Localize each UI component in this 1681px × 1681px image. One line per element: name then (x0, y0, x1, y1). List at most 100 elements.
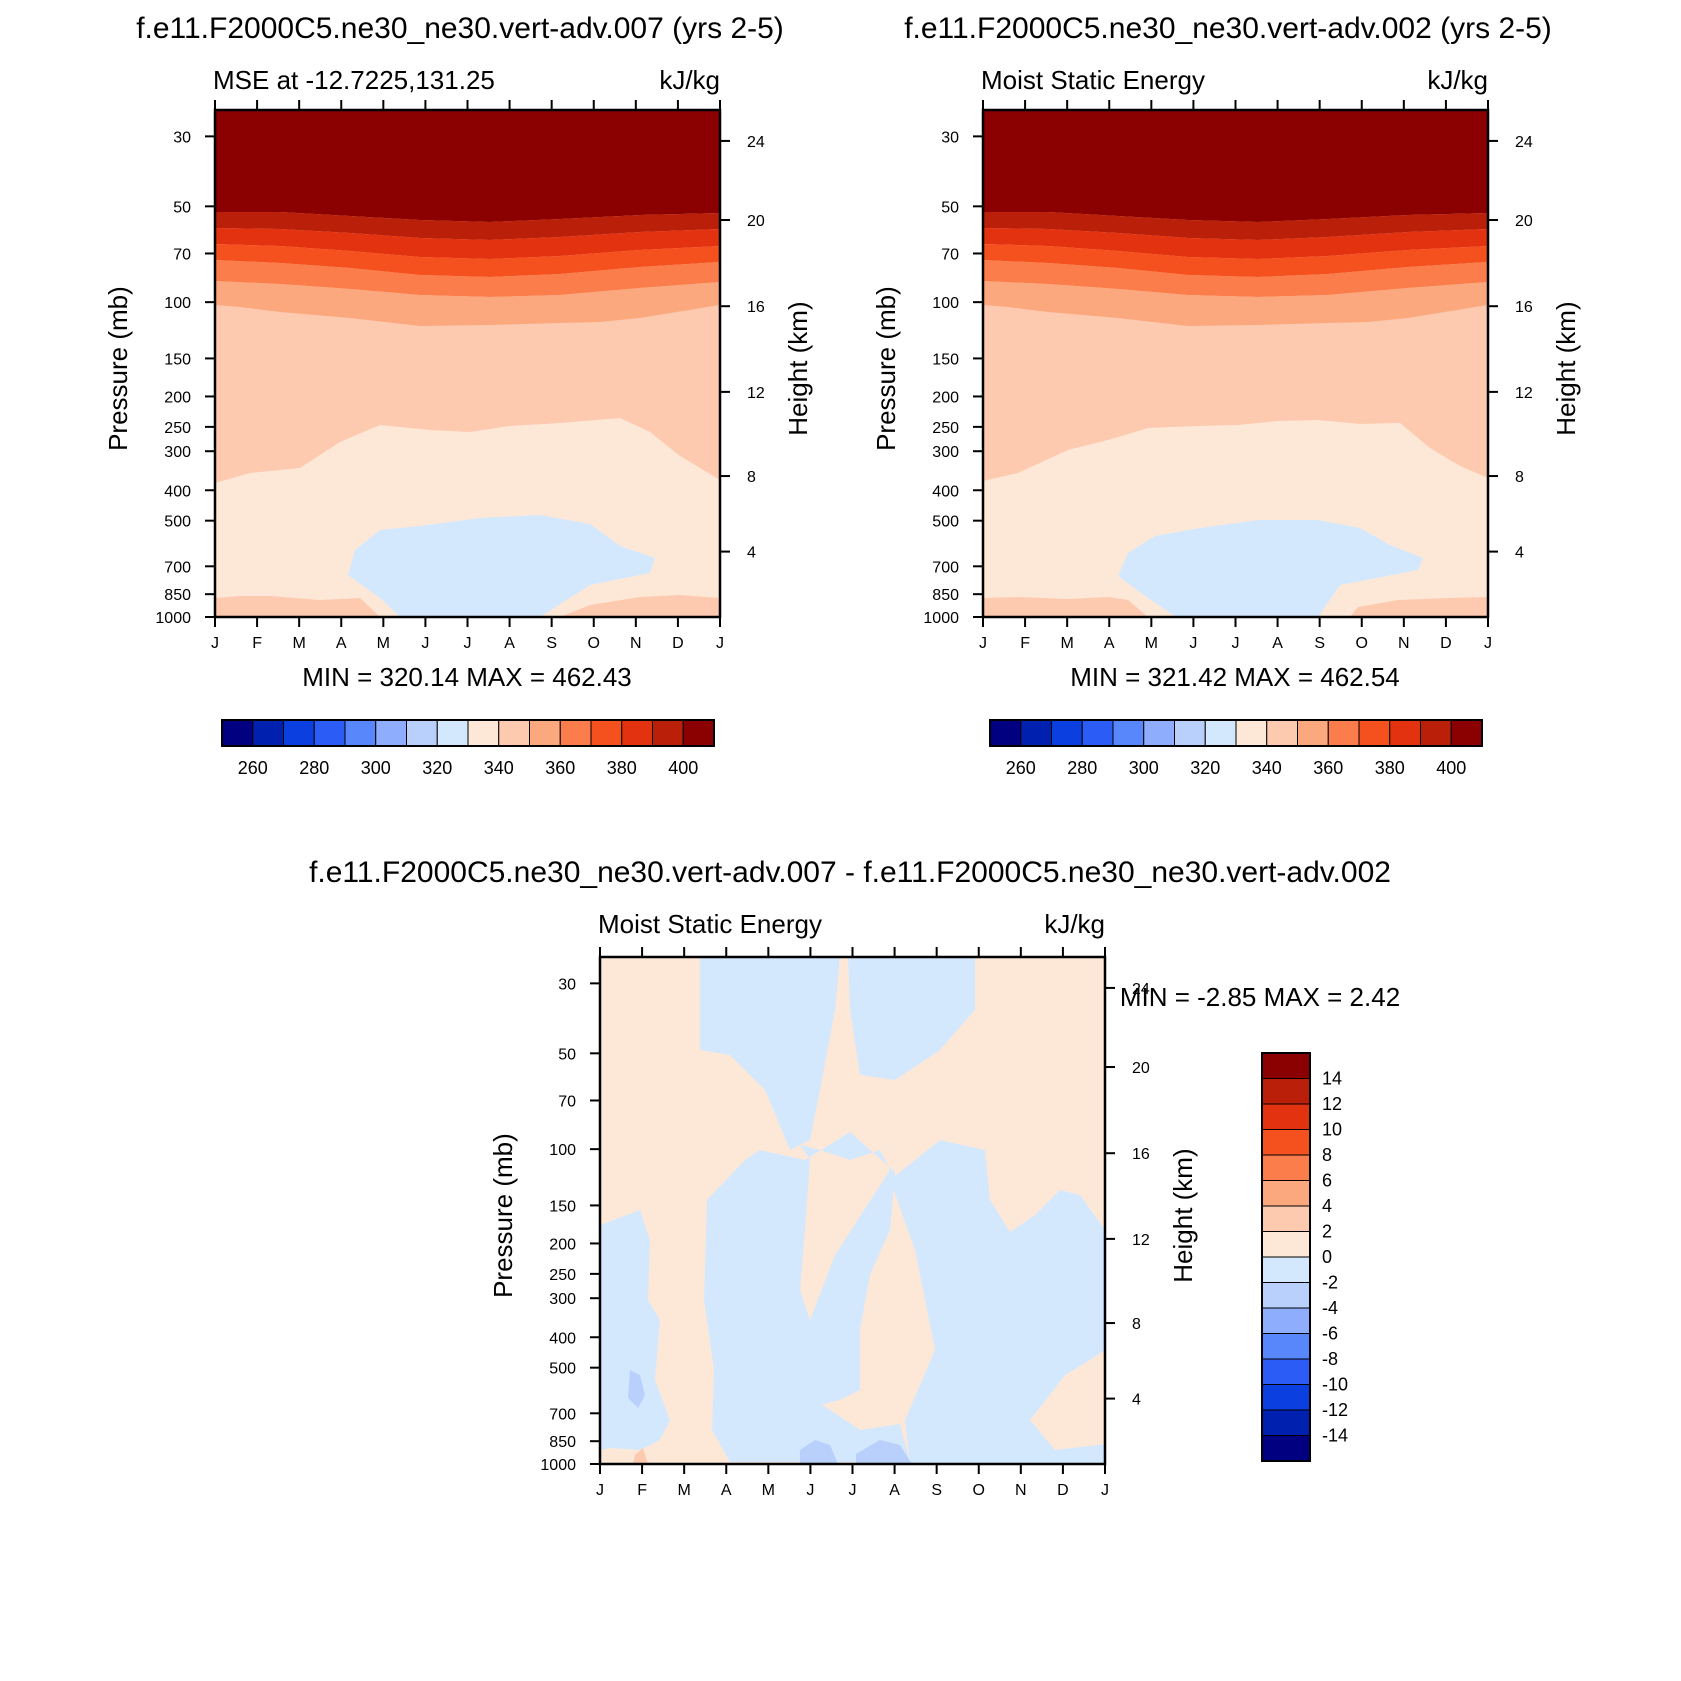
colorbar-swatch (1204, 719, 1237, 747)
colorbar-swatch (1261, 1103, 1311, 1130)
panel-2-band-390-400 (983, 212, 1488, 240)
x-tick-label: M (377, 635, 390, 652)
panel-1-colorbar: 260 280 300 320 340 360 380 400 (221, 719, 715, 778)
colorbar-swatch (1261, 1333, 1311, 1360)
colorbar-frame (1261, 1052, 1311, 1462)
colorbar-label: 380 (607, 758, 637, 778)
colorbar-swatch (1261, 1409, 1311, 1436)
panel-2-ylabel: Pressure (mb) (871, 286, 901, 451)
y-right-tick-label: 20 (1515, 213, 1533, 230)
panel-2-axes: J F M A M J J A S O N D J 30 50 70 100 150 200 250 300 400 500… (871, 100, 1581, 652)
x-tick-label: J (211, 635, 219, 652)
colorbar-label: -10 (1322, 1375, 1348, 1395)
y-tick-label: 70 (941, 246, 959, 263)
colorbar-swatch (375, 719, 407, 747)
x-tick-label: J (464, 635, 472, 652)
y-tick-label: 50 (173, 199, 191, 216)
y-tick-label: 850 (164, 587, 191, 604)
y-right-tick-label: 16 (747, 299, 765, 316)
colorbar-swatch (1020, 719, 1052, 747)
panel-1-band-360-370 (215, 260, 720, 297)
colorbar-label: 320 (422, 758, 452, 778)
y-tick-label: 1000 (540, 1457, 576, 1474)
y-tick-label: 30 (558, 976, 576, 993)
x-tick-label: J (806, 1482, 814, 1499)
panel-3-axes: J F M A M J J A S O N D J 30 50 70 100 150 200 250 300 400 500… (488, 947, 1198, 1499)
colorbar-swatch (1261, 1205, 1311, 1232)
panel-2-ylabel-right: Height (km) (1551, 301, 1581, 435)
y-tick-label: 1000 (155, 610, 191, 627)
colorbar-swatch (221, 719, 254, 747)
y-right-tick-label: 12 (1132, 1232, 1150, 1249)
colorbar-swatch (989, 719, 1022, 747)
panel-3-neg-region-center (704, 1132, 910, 1462)
colorbar-swatch (1261, 1129, 1311, 1156)
panel-2: f.e11.F2000C5.ne30_ne30.vert-adv.002 (yr… (871, 12, 1581, 778)
panel-3-subtitle: Moist Static Energy (598, 909, 822, 939)
y-tick-label: 250 (164, 420, 191, 437)
y-right-tick-label: 16 (1132, 1146, 1150, 1163)
x-tick-label: A (889, 1482, 900, 1499)
panel-2-band-380-390 (983, 228, 1488, 259)
x-tick-label: J (849, 1482, 857, 1499)
panel-1-title: f.e11.F2000C5.ne30_ne30.vert-adv.007 (yr… (136, 12, 784, 45)
x-tick-label: M (1145, 635, 1158, 652)
colorbar-swatch (1358, 719, 1391, 747)
colorbar-swatch (1389, 719, 1421, 747)
x-tick-label: S (546, 635, 557, 652)
y-right-tick-label: 8 (1515, 469, 1524, 486)
panel-1-plot-area (215, 110, 720, 617)
y-tick-label: 100 (549, 1142, 576, 1159)
y-right-tick-label: 4 (1132, 1392, 1141, 1409)
x-tick-label: M (678, 1482, 691, 1499)
panel-3-ylabel: Pressure (mb) (488, 1133, 518, 1298)
panel-1-ylabel-right: Height (km) (783, 301, 813, 435)
x-tick-label: A (504, 635, 515, 652)
panel-2-band-360-370 (983, 260, 1488, 297)
y-tick-label: 850 (549, 1434, 576, 1451)
x-tick-label: J (716, 635, 724, 652)
panel-3-plot-area (600, 957, 1105, 1464)
colorbar-swatch (1450, 719, 1483, 747)
y-tick-label: 50 (941, 199, 959, 216)
x-tick-label: A (336, 635, 347, 652)
colorbar-frame (989, 719, 1483, 747)
colorbar-swatch (1266, 719, 1298, 747)
panel-1-band-380-390 (215, 228, 720, 259)
panel-3-colorbar: 14 12 10 8 6 4 2 0 -2 -4 -6 -8 -10 -12 -14 (1261, 1052, 1348, 1462)
y-tick-label: 70 (173, 246, 191, 263)
x-tick-label: J (596, 1482, 604, 1499)
y-tick-label: 30 (941, 129, 959, 146)
panel-1-ylabel: Pressure (mb) (103, 286, 133, 451)
colorbar-swatch (621, 719, 653, 747)
colorbar-label: 340 (484, 758, 514, 778)
panel-2-band-320-330 (1118, 520, 1423, 617)
colorbar-label: 0 (1322, 1247, 1332, 1267)
colorbar-label: -6 (1322, 1324, 1338, 1344)
panel-3-neg-spot-2-4-a (628, 1370, 645, 1408)
colorbar-swatch (1261, 1078, 1311, 1105)
colorbar-swatch (1261, 1180, 1311, 1207)
colorbar-swatch (1420, 719, 1452, 747)
colorbar-label: -14 (1322, 1426, 1348, 1446)
y-tick-label: 400 (932, 483, 959, 500)
colorbar-swatch (1174, 719, 1206, 747)
colorbar-label: 14 (1322, 1069, 1342, 1089)
x-tick-label: S (931, 1482, 942, 1499)
x-tick-label: J (1101, 1482, 1109, 1499)
colorbar-swatch (1261, 1358, 1311, 1385)
y-tick-label: 400 (549, 1330, 576, 1347)
colorbar-swatch (1261, 1435, 1311, 1462)
panel-3-ylabel-right: Height (km) (1168, 1148, 1198, 1282)
x-tick-label: D (1057, 1482, 1069, 1499)
colorbar-swatch (1261, 1384, 1311, 1411)
y-tick-label: 1000 (923, 610, 959, 627)
x-tick-label: A (721, 1482, 732, 1499)
y-tick-label: 400 (164, 483, 191, 500)
panel-1-band-above-400 (215, 110, 720, 222)
y-tick-label: 700 (549, 1406, 576, 1423)
colorbar-label: 300 (361, 758, 391, 778)
colorbar-label: 8 (1322, 1145, 1332, 1165)
x-tick-label: O (1356, 635, 1368, 652)
